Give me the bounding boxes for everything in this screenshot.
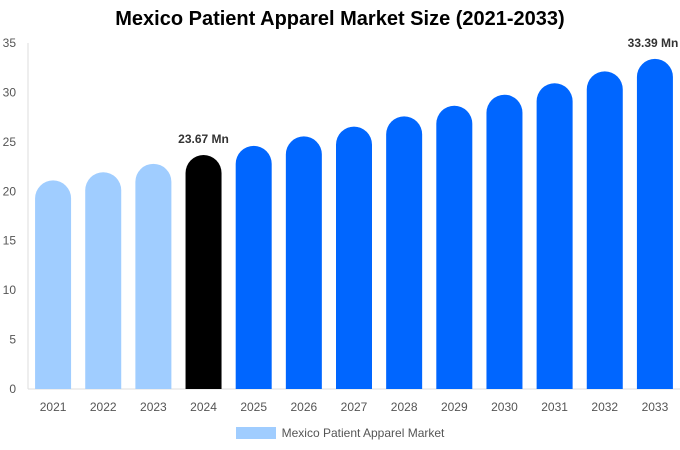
- x-tick-label: 2024: [190, 400, 217, 414]
- x-tick-label: 2029: [441, 400, 468, 414]
- x-tick-label: 2031: [541, 400, 568, 414]
- y-tick-label: 0: [9, 382, 16, 396]
- y-tick-label: 30: [3, 85, 17, 99]
- y-tick-label: 15: [3, 234, 17, 248]
- bar-2024: [185, 155, 222, 389]
- x-tick-label: 2022: [90, 400, 117, 414]
- y-tick-label: 5: [9, 333, 16, 347]
- bar-2031: [536, 83, 573, 389]
- x-tick-label: 2033: [642, 400, 669, 414]
- bar-2030: [486, 94, 523, 390]
- x-tick-label: 2025: [240, 400, 267, 414]
- bar-2032: [586, 71, 623, 389]
- x-tick-label: 2027: [341, 400, 368, 414]
- bar-2026: [285, 136, 322, 389]
- bar-2021: [35, 180, 72, 389]
- data-label: 33.39 Mn: [628, 36, 679, 50]
- legend-label: Mexico Patient Apparel Market: [281, 426, 445, 440]
- x-tick-label: 2026: [290, 400, 317, 414]
- legend: Mexico Patient Apparel Market: [0, 426, 680, 440]
- y-tick-label: 25: [3, 135, 17, 149]
- legend-swatch: [235, 427, 276, 439]
- bar-2023: [135, 163, 172, 389]
- y-tick-label: 20: [3, 184, 17, 198]
- chart-title: Mexico Patient Apparel Market Size (2021…: [115, 8, 565, 30]
- y-tick-label: 10: [3, 283, 17, 297]
- x-tick-label: 2023: [140, 400, 167, 414]
- x-tick-label: 2021: [40, 400, 67, 414]
- x-tick-label: 2032: [591, 400, 618, 414]
- bar-2033: [636, 58, 673, 389]
- bar-2028: [386, 116, 423, 390]
- bar-2022: [85, 172, 122, 389]
- data-label: 23.67 Mn: [178, 132, 229, 146]
- bar-2029: [436, 105, 473, 389]
- x-tick-label: 2030: [491, 400, 518, 414]
- x-tick-label: 2028: [391, 400, 418, 414]
- bar-2025: [235, 145, 272, 389]
- bar-2027: [336, 126, 372, 390]
- y-tick-label: 35: [3, 36, 17, 50]
